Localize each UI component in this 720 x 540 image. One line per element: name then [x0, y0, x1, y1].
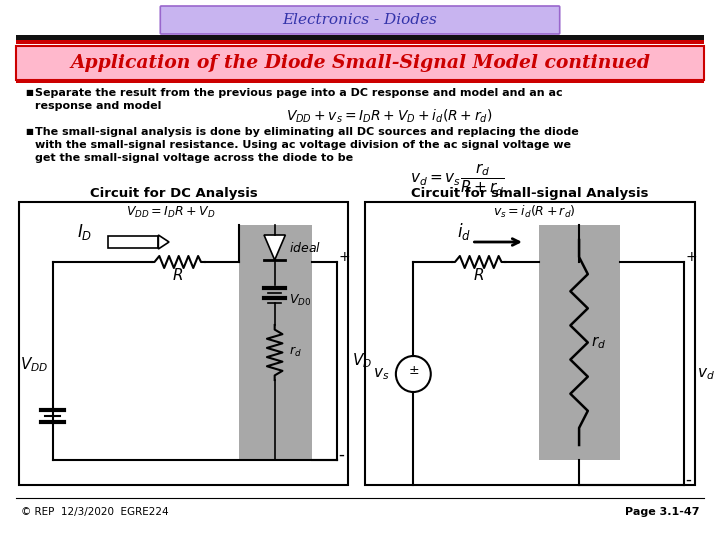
Text: Separate the result from the previous page into a DC response and model and an a: Separate the result from the previous pa… — [35, 88, 563, 111]
Text: -: - — [338, 446, 345, 464]
Text: $V_{D0}$: $V_{D0}$ — [289, 293, 312, 308]
Text: Circuit for small-signal Analysis: Circuit for small-signal Analysis — [411, 186, 649, 199]
Text: ■: ■ — [25, 88, 33, 97]
Bar — [16, 40, 704, 44]
Text: $V_{DD}$: $V_{DD}$ — [19, 356, 48, 374]
Bar — [365, 202, 696, 485]
Text: +: + — [685, 250, 698, 264]
Text: Circuit for DC Analysis: Circuit for DC Analysis — [90, 186, 258, 199]
Text: $V_D$: $V_D$ — [352, 352, 372, 370]
Text: The small-signal analysis is done by eliminating all DC sources and replacing th: The small-signal analysis is done by eli… — [35, 127, 579, 164]
Bar — [19, 202, 348, 485]
Bar — [16, 35, 704, 40]
Text: $i_d$: $i_d$ — [457, 221, 471, 242]
Circle shape — [396, 356, 431, 392]
Text: $\pm$: $\pm$ — [408, 363, 419, 376]
Text: $r_d$: $r_d$ — [289, 345, 302, 359]
Text: $v_d$: $v_d$ — [698, 366, 715, 382]
Text: ■: ■ — [25, 127, 33, 136]
FancyBboxPatch shape — [161, 6, 559, 34]
Text: © REP  12/3/2020  EGRE224: © REP 12/3/2020 EGRE224 — [21, 507, 168, 517]
Text: $R$: $R$ — [172, 267, 184, 283]
Text: Electronics - Diodes: Electronics - Diodes — [282, 13, 438, 27]
Text: -: - — [685, 471, 692, 489]
Text: $v_s = i_d\left(R + r_d\right)$: $v_s = i_d\left(R + r_d\right)$ — [493, 204, 576, 220]
Text: Page 3.1-47: Page 3.1-47 — [625, 507, 699, 517]
Bar — [108, 236, 158, 248]
Text: $ideal$: $ideal$ — [289, 241, 321, 255]
Text: $r_d$: $r_d$ — [590, 335, 606, 352]
Text: $V_{DD} = I_D R + V_D$: $V_{DD} = I_D R + V_D$ — [126, 205, 216, 220]
Bar — [16, 80, 704, 83]
Bar — [239, 225, 312, 460]
Text: Application of the Diode Small-Signal Model continued: Application of the Diode Small-Signal Mo… — [70, 54, 650, 72]
Text: $v_s$: $v_s$ — [373, 366, 389, 382]
Text: $I_D$: $I_D$ — [77, 222, 92, 242]
Text: $v_d = v_s \dfrac{r_d}{R + r_d}$: $v_d = v_s \dfrac{r_d}{R + r_d}$ — [410, 162, 504, 198]
Text: +: + — [338, 250, 351, 264]
Bar — [539, 225, 620, 460]
Polygon shape — [264, 235, 285, 260]
Bar — [16, 46, 704, 80]
Text: $R$: $R$ — [473, 267, 484, 283]
Polygon shape — [158, 235, 169, 249]
Text: $V_{DD} + v_s = I_D R + V_D + i_d\left(R + r_d\right)$: $V_{DD} + v_s = I_D R + V_D + i_d\left(R… — [286, 108, 492, 125]
